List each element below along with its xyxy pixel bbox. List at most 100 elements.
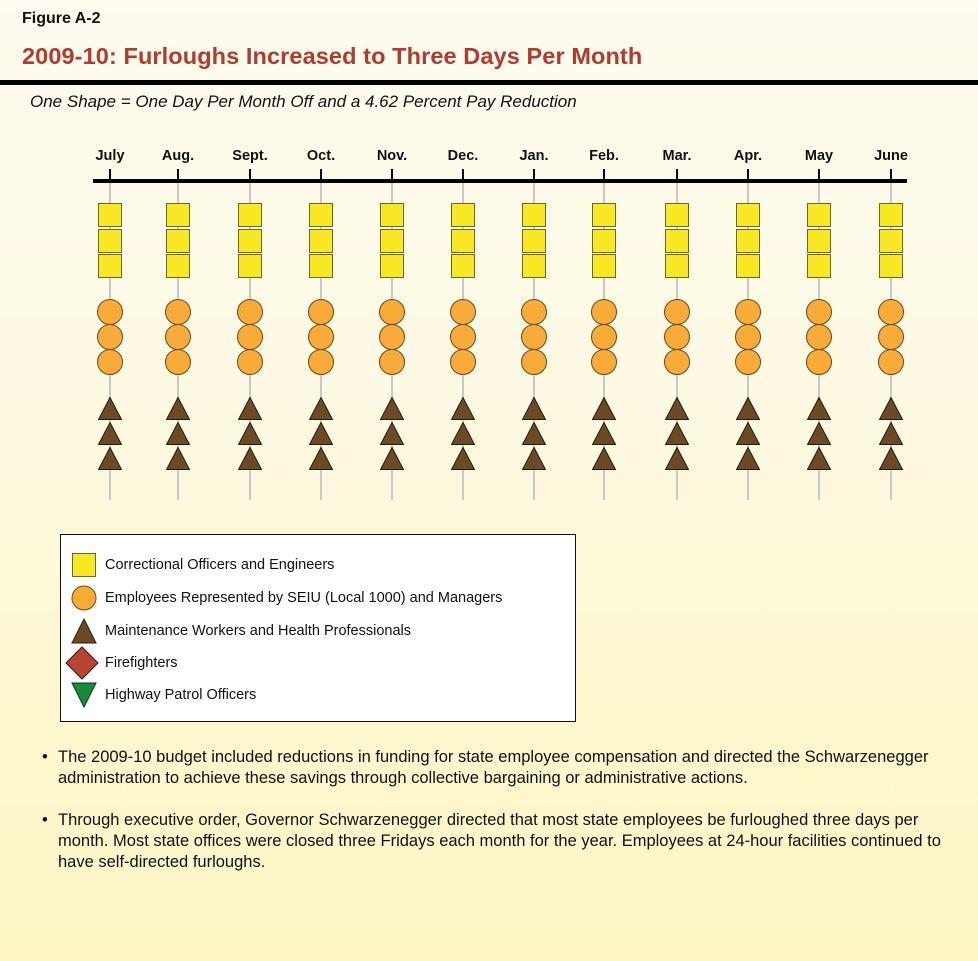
timeline-axis <box>93 179 907 183</box>
timeline-tick <box>109 169 111 180</box>
triangle-icon <box>451 397 475 420</box>
timeline-tick <box>603 169 605 180</box>
square-icon <box>238 254 262 278</box>
square-icon <box>807 254 831 278</box>
month-label: Sept. <box>232 148 268 164</box>
circle-icon <box>379 349 405 375</box>
timeline-tick <box>818 169 820 180</box>
triangle-icon <box>592 422 616 445</box>
circle-icon <box>521 299 547 325</box>
square-icon <box>98 203 122 227</box>
circle-icon <box>165 349 191 375</box>
circle-icon <box>591 324 617 350</box>
triangle-icon <box>166 422 190 445</box>
square-icon <box>807 203 831 227</box>
triangle-icon <box>71 618 97 644</box>
circle-icon <box>521 349 547 375</box>
triangle-icon <box>166 447 190 470</box>
triangle-icon <box>807 397 831 420</box>
triangle-icon <box>522 447 546 470</box>
square-icon <box>380 203 404 227</box>
circle-icon <box>97 349 123 375</box>
timeline-tick <box>676 169 678 180</box>
notes-list: The 2009-10 budget included reductions i… <box>42 747 942 894</box>
circle-icon <box>735 324 761 350</box>
circle-icon <box>806 324 832 350</box>
circle-icon <box>165 299 191 325</box>
triangle-icon <box>665 447 689 470</box>
month-label: Aug. <box>161 148 195 164</box>
month-label: Apr. <box>733 148 763 164</box>
circle-icon <box>165 324 191 350</box>
timeline-tick <box>890 169 892 180</box>
furlough-timeline-chart: July Aug. Sept. Oct. Nov. Dec. Jan. Feb. Mar. Apr… <box>93 148 908 500</box>
circle-icon <box>878 324 904 350</box>
legend: Correctional Officers and Engineers Empl… <box>60 534 576 722</box>
square-icon <box>665 228 689 253</box>
legend-label: Maintenance Workers and Health Professio… <box>105 623 412 639</box>
square-icon <box>807 228 831 253</box>
circle-icon <box>878 299 904 325</box>
title-divider <box>0 80 978 85</box>
triangle-icon <box>98 422 122 445</box>
square-icon <box>451 254 475 278</box>
timeline-tick <box>533 169 535 180</box>
square-icon <box>238 228 262 253</box>
square-icon <box>451 203 475 227</box>
triangle-icon <box>879 447 903 470</box>
month-label: Nov. <box>376 148 408 164</box>
month-label: Dec. <box>447 148 479 164</box>
circle-icon <box>308 324 334 350</box>
square-icon <box>166 228 190 253</box>
circle-icon <box>237 299 263 325</box>
triangle-icon <box>380 447 404 470</box>
circle-icon <box>71 585 97 611</box>
square-icon <box>166 203 190 227</box>
triangle-icon <box>380 397 404 420</box>
square-icon <box>380 228 404 253</box>
month-label: June <box>874 148 908 164</box>
triangle-icon <box>522 397 546 420</box>
timeline-tick <box>249 169 251 180</box>
triangle-icon <box>238 422 262 445</box>
circle-icon <box>237 349 263 375</box>
triangle-icon <box>665 397 689 420</box>
circle-icon <box>735 299 761 325</box>
timeline-tick <box>177 169 179 180</box>
triangle-icon <box>807 447 831 470</box>
triangle-icon <box>522 422 546 445</box>
square-icon <box>522 254 546 278</box>
circle-icon <box>664 349 690 375</box>
square-icon <box>736 203 760 227</box>
circle-icon <box>308 299 334 325</box>
circle-icon <box>591 299 617 325</box>
triangle-icon <box>879 422 903 445</box>
month-label: May <box>804 148 834 164</box>
triangle-icon <box>592 447 616 470</box>
month-label: Feb. <box>589 148 619 164</box>
figure-subtitle: One Shape = One Day Per Month Off and a … <box>30 92 577 111</box>
triangle-icon <box>98 397 122 420</box>
circle-icon <box>450 349 476 375</box>
square-icon <box>72 553 96 577</box>
square-icon <box>98 254 122 278</box>
square-icon <box>879 203 903 227</box>
circle-icon <box>237 324 263 350</box>
timeline-tick <box>391 169 393 180</box>
square-icon <box>879 254 903 278</box>
circle-icon <box>591 349 617 375</box>
month-label: Mar. <box>662 148 692 164</box>
circle-icon <box>379 299 405 325</box>
month-label: July <box>95 148 125 164</box>
triangle-icon <box>736 397 760 420</box>
timeline-tick <box>320 169 322 180</box>
month-label: Oct. <box>306 148 336 164</box>
triangle-icon <box>807 422 831 445</box>
figure-title: 2009-10: Furloughs Increased to Three Da… <box>22 43 643 69</box>
legend-label: Firefighters <box>105 655 178 671</box>
timeline-tick <box>462 169 464 180</box>
timeline-tick <box>747 169 749 180</box>
legend-label: Employees Represented by SEIU (Local 100… <box>105 590 503 606</box>
legend-label: Correctional Officers and Engineers <box>105 557 335 573</box>
square-icon <box>665 254 689 278</box>
